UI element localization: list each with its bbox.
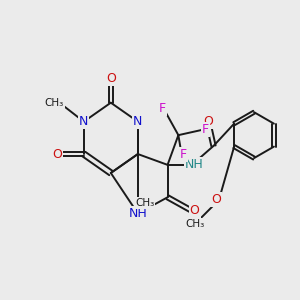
Text: O: O bbox=[203, 115, 213, 128]
Text: F: F bbox=[159, 102, 166, 115]
Text: NH: NH bbox=[128, 207, 147, 220]
Text: O: O bbox=[190, 204, 200, 217]
Text: NH: NH bbox=[185, 158, 204, 171]
Text: N: N bbox=[133, 115, 142, 128]
Text: CH₃: CH₃ bbox=[135, 198, 154, 208]
Text: O: O bbox=[211, 194, 221, 206]
Text: CH₃: CH₃ bbox=[185, 219, 204, 229]
Text: F: F bbox=[180, 148, 187, 160]
Text: CH₃: CH₃ bbox=[44, 98, 64, 108]
Text: F: F bbox=[202, 123, 209, 136]
Text: O: O bbox=[106, 72, 116, 85]
Text: N: N bbox=[79, 115, 88, 128]
Text: O: O bbox=[52, 148, 62, 160]
